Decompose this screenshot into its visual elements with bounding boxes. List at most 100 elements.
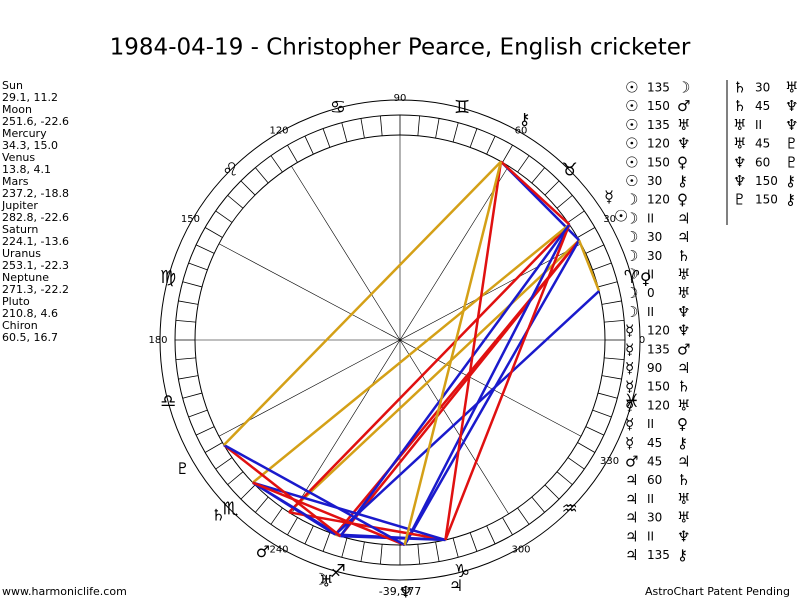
planet-name: Venus [2, 151, 35, 164]
outer-circle [159, 99, 641, 581]
aspect-type: 30 [647, 249, 662, 263]
house-line [218, 243, 582, 437]
ring-tick [215, 210, 233, 223]
ring-tick [360, 541, 365, 562]
aspect-planet: ♅ [677, 266, 690, 284]
aspect-line [288, 223, 571, 514]
ring-tick [556, 195, 573, 209]
ring-tick [240, 484, 256, 500]
aspect-line [252, 481, 342, 538]
ring-tick [592, 409, 612, 418]
ring-tick [577, 442, 596, 453]
aspect-type: 45 [755, 137, 770, 151]
aspect-type: 120 [647, 324, 670, 338]
footer-center: -39,577 [379, 585, 421, 598]
aspect-type: 60 [647, 473, 662, 487]
zodiac-sign: ♑ [454, 561, 470, 582]
degree-label: 0 [639, 335, 645, 346]
aspect-planet: ♆ [677, 135, 690, 153]
aspect-type: 30 [647, 230, 662, 244]
aspect-planet: ☉ [625, 116, 638, 134]
ring-tick [604, 357, 625, 361]
ring-tick [304, 135, 314, 155]
ring-tick [204, 227, 223, 238]
planet-glyph: ☉ [614, 206, 628, 225]
aspect-planet: ☉ [625, 172, 638, 190]
degree-label: 120 [269, 125, 288, 136]
aspect-type: 30 [647, 174, 662, 188]
aspect-planet: ☿ [625, 340, 634, 358]
degree-label: 300 [511, 545, 530, 556]
aspect-planet: ⚷ [677, 172, 688, 190]
ring-tick [531, 167, 545, 184]
aspect-planet: ♃ [677, 228, 690, 246]
aspect-planet: ♅ [733, 116, 746, 134]
planet-glyph: ♇ [176, 459, 190, 478]
ring-tick [592, 262, 612, 271]
aspect-planet: ☽ [625, 209, 638, 227]
aspect-planet: ☿ [625, 378, 634, 396]
zodiac-sign: ♎ [160, 391, 176, 412]
ring-tick [417, 115, 421, 136]
aspect-line [223, 160, 502, 446]
ring-tick [486, 525, 496, 545]
aspect-line [403, 223, 571, 546]
aspect-planet: ♇ [785, 135, 798, 153]
zodiac-sign: ♉ [562, 159, 578, 180]
planet-coords: 253.1, -22.3 [2, 259, 69, 272]
planet-coords: 282.8, -22.6 [2, 211, 69, 224]
ring-tick [360, 118, 365, 139]
planet-coords: 251.6, -22.6 [2, 115, 69, 128]
zodiac-sign: ♐ [330, 561, 346, 582]
ring-tick [178, 375, 199, 380]
ring-tick [435, 118, 440, 139]
degree-label: 180 [148, 335, 167, 346]
zodiac-sign: ♒ [562, 499, 578, 520]
planet-coords: 13.8, 4.1 [2, 163, 51, 176]
zodiac-sign: ♍ [160, 267, 176, 288]
ring-tick [531, 496, 545, 513]
aspect-planet: ♃ [625, 490, 638, 508]
aspect-planet: ☉ [625, 153, 638, 171]
aspect-type: 30 [755, 81, 770, 95]
planet-name: Neptune [2, 271, 49, 284]
zodiac-sign: ♓ [624, 391, 640, 412]
degree-label: 90 [394, 93, 407, 104]
aspect-planet: ♅ [733, 135, 746, 153]
planet-name: Mercury [2, 127, 47, 140]
zodiac-sign: ♋ [330, 97, 346, 118]
aspect-planet: ♆ [733, 172, 746, 190]
planet-name: Jupiter [1, 199, 38, 212]
aspect-planet: ☽ [625, 266, 638, 284]
aspect-planet: ☽ [625, 228, 638, 246]
aspect-planet: ♇ [733, 191, 746, 209]
ring-tick [227, 195, 244, 209]
ring-tick [567, 457, 585, 470]
aspect-planet: ♂ [625, 453, 638, 471]
aspect-planet: ☉ [625, 135, 638, 153]
planet-name: Pluto [2, 295, 30, 308]
ring-tick [287, 517, 298, 536]
aspect-planet: ♀ [677, 153, 688, 171]
aspect-planet: ♃ [625, 546, 638, 564]
aspect-planet: ☿ [625, 322, 634, 340]
aspect-line [444, 161, 503, 541]
zodiac-sign: ♊ [454, 97, 470, 118]
ring-tick [469, 532, 478, 552]
aspect-type: 150 [647, 380, 670, 394]
ring-tick [502, 517, 513, 536]
ring-tick [227, 471, 244, 485]
aspect-planet: ♅ [677, 490, 690, 508]
ring-tick [304, 525, 314, 545]
aspect-type: 0 [647, 286, 655, 300]
aspect-planet: ♆ [677, 527, 690, 545]
ring-tick [175, 319, 196, 323]
aspect-planet: ♆ [785, 97, 798, 115]
aspect-type: 45 [755, 99, 770, 113]
aspect-planet: ☿ [625, 434, 634, 452]
degree-label: 330 [600, 456, 619, 467]
aspect-planet: ♂ [677, 340, 690, 358]
ring-tick [341, 537, 348, 558]
ring-tick [255, 167, 269, 184]
